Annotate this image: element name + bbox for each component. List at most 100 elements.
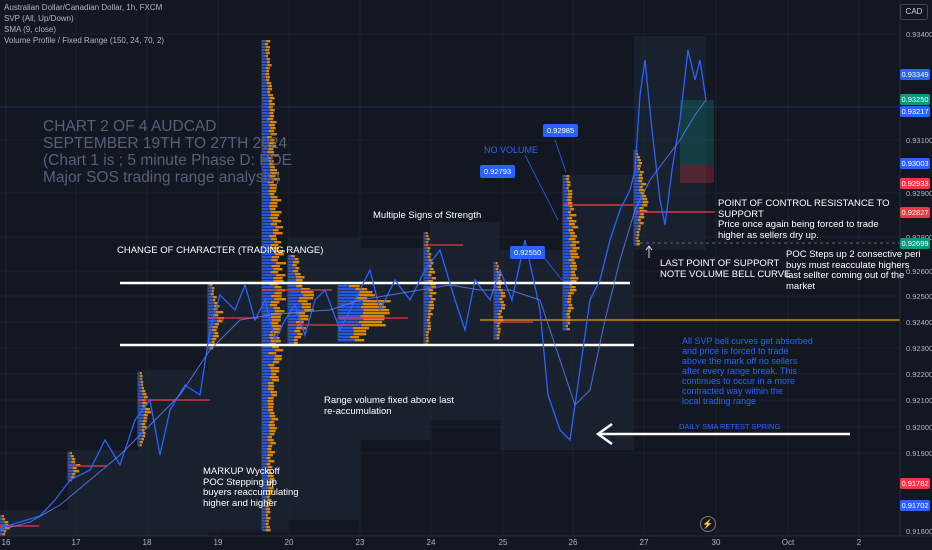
volume-bar-down bbox=[499, 298, 503, 301]
volume-bar-up bbox=[262, 94, 269, 97]
volume-bar-down bbox=[566, 178, 570, 181]
volume-bar-down bbox=[569, 232, 575, 235]
price-line[interactable] bbox=[0, 49, 707, 529]
indicator-svp[interactable]: SVP (All, Up/Down) bbox=[4, 14, 74, 23]
volume-bar-down bbox=[267, 151, 275, 154]
volume-bar-down bbox=[142, 420, 147, 423]
volume-bar-down bbox=[294, 336, 302, 339]
volume-bar-up bbox=[262, 211, 271, 214]
indicator-sma[interactable]: SMA (9, close) bbox=[4, 25, 57, 34]
price-label: 0.92400 bbox=[906, 318, 932, 327]
volume-bar-down bbox=[426, 232, 428, 235]
volume-bar-down bbox=[360, 315, 385, 318]
long-position-target-zone[interactable] bbox=[680, 100, 714, 165]
volume-bar-down bbox=[301, 303, 312, 306]
volume-bar-up bbox=[262, 385, 269, 388]
volume-bar-up bbox=[262, 364, 269, 367]
symbol-title[interactable]: Australian Dollar/Canadian Dollar, 1h, F… bbox=[4, 3, 163, 12]
volume-bar-up bbox=[563, 232, 570, 235]
volume-bar-down bbox=[71, 461, 76, 464]
volume-bar-up bbox=[262, 418, 272, 421]
volume-bar-up bbox=[138, 432, 143, 435]
volume-bar-down bbox=[266, 52, 270, 55]
volume-bar-down bbox=[429, 301, 434, 304]
volume-bar-up bbox=[424, 301, 430, 304]
volume-bar-down bbox=[266, 58, 271, 61]
currency-button[interactable]: CAD bbox=[900, 4, 928, 20]
volume-bar-down bbox=[567, 217, 573, 220]
volume-bar-up bbox=[208, 308, 214, 311]
flash-icon[interactable]: ⚡ bbox=[700, 516, 716, 532]
volume-bar-down bbox=[270, 391, 277, 394]
volume-bar-down bbox=[495, 262, 498, 265]
volume-bar-down bbox=[498, 280, 502, 283]
volume-bar-up bbox=[208, 284, 211, 287]
point-label-0[interactable]: 0.92985 bbox=[543, 124, 579, 137]
volume-bar-down bbox=[75, 464, 81, 467]
volume-bar-down bbox=[140, 441, 143, 444]
volume-bar-down bbox=[142, 402, 148, 405]
volume-bar-up bbox=[262, 520, 267, 523]
volume-bar-down bbox=[5, 524, 9, 527]
volume-bar-up bbox=[138, 417, 144, 420]
volume-bar-up bbox=[262, 370, 271, 373]
volume-bar-up bbox=[68, 455, 71, 458]
volume-bar-up bbox=[424, 241, 427, 244]
volume-bar-up bbox=[262, 262, 276, 265]
volume-bar-up bbox=[262, 355, 275, 358]
volume-bar-up bbox=[424, 280, 429, 283]
volume-bar-up bbox=[262, 172, 271, 175]
volume-bar-down bbox=[142, 432, 146, 435]
volume-bar-up bbox=[634, 219, 638, 222]
volume-bar-down bbox=[70, 479, 72, 482]
price-tag: 0.93349 bbox=[900, 69, 930, 80]
sma-line[interactable] bbox=[0, 99, 707, 531]
volume-bar-up bbox=[262, 286, 275, 289]
volume-bar-up bbox=[424, 304, 429, 307]
volume-bar-down bbox=[73, 470, 80, 473]
volume-bar-up bbox=[262, 151, 268, 154]
volume-bar-down bbox=[265, 505, 269, 508]
volume-bar-up bbox=[288, 267, 296, 270]
volume-bar-up bbox=[262, 490, 268, 493]
volume-bar-down bbox=[268, 94, 274, 97]
indicator-volume-profile[interactable]: Volume Profile / Fixed Range (150, 24, 7… bbox=[4, 36, 165, 45]
volume-bar-up bbox=[563, 298, 568, 301]
volume-bar-down bbox=[637, 165, 641, 168]
volume-bar-up bbox=[563, 193, 568, 196]
volume-bar-down bbox=[300, 288, 310, 291]
volume-bar-up bbox=[424, 337, 427, 340]
volume-bar-down bbox=[268, 460, 275, 463]
volume-bar-up bbox=[262, 475, 268, 478]
price-tag: 0.91702 bbox=[900, 500, 930, 511]
volume-bar-up bbox=[138, 375, 141, 378]
volume-bar-down bbox=[497, 322, 501, 325]
volume-bar-up bbox=[563, 280, 571, 283]
volume-bar-up bbox=[424, 316, 428, 319]
volume-bar-down bbox=[268, 364, 275, 367]
volume-bar-down bbox=[639, 210, 648, 213]
volume-bar-up bbox=[494, 295, 501, 298]
volume-bar-up bbox=[262, 508, 266, 511]
volume-bar-down bbox=[272, 232, 283, 235]
volume-bar-down bbox=[293, 261, 300, 264]
volume-bar-down bbox=[141, 390, 146, 393]
volume-bar-up bbox=[262, 529, 267, 532]
time-label: Oct bbox=[781, 538, 795, 547]
markup-annotation: MARKUP Wyckoff POC Stepping up buyers re… bbox=[203, 466, 299, 509]
volume-bar-up bbox=[262, 400, 268, 403]
volume-bar-up bbox=[262, 160, 269, 163]
volume-bar-up bbox=[262, 229, 273, 232]
point-label-2[interactable]: 0.92550 bbox=[510, 246, 546, 259]
point-label-1[interactable]: 0.92793 bbox=[480, 165, 516, 178]
volume-bar-up bbox=[424, 325, 428, 328]
volume-bar-up bbox=[262, 322, 272, 325]
volume-bar-up bbox=[338, 333, 354, 336]
volume-bar-up bbox=[0, 518, 3, 521]
volume-bar-down bbox=[270, 196, 278, 199]
long-position-stop-zone[interactable] bbox=[680, 165, 714, 183]
volume-bar-down bbox=[141, 387, 145, 390]
volume-bar-down bbox=[567, 190, 573, 193]
volume-bar-down bbox=[568, 238, 576, 241]
